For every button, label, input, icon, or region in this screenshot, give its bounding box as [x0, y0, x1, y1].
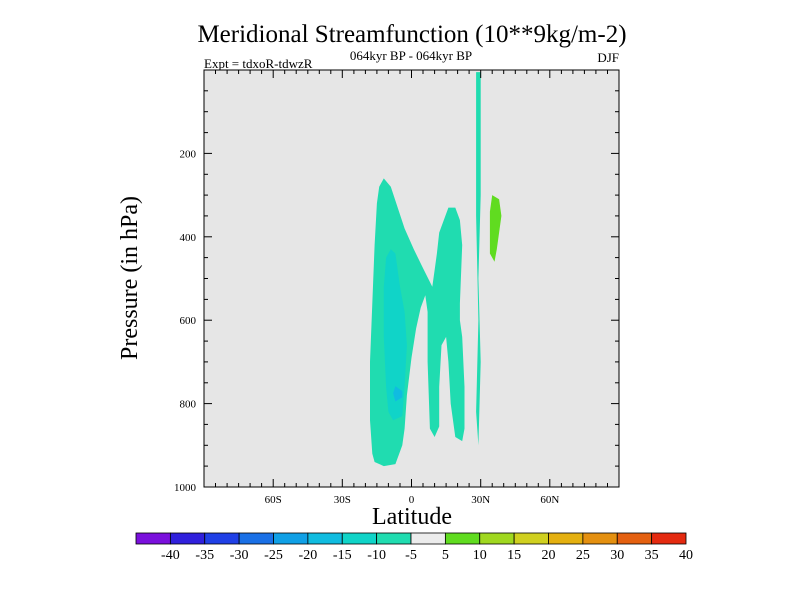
colorbar-swatch: [376, 532, 412, 545]
colorbar-swatch: [341, 532, 378, 545]
colorbar-label: -15: [333, 548, 352, 563]
y-tick-label: 400: [180, 232, 197, 244]
y-tick-label: 800: [180, 399, 197, 411]
colorbar-swatch: [307, 532, 343, 545]
colorbar-swatch: [169, 532, 206, 545]
y-tick-label: 200: [180, 148, 197, 160]
contour-region-4: [489, 195, 502, 262]
chart-subtitle: 064kyr BP - 064kyr BP: [350, 48, 472, 63]
colorbar-swatch: [135, 532, 171, 545]
colorbar-label: 15: [507, 548, 521, 563]
colorbar-swatch: [651, 532, 687, 545]
colorbar-label: 10: [473, 548, 487, 563]
colorbar-swatch: [513, 532, 549, 545]
colorbar-swatch: [479, 532, 515, 545]
contour-region-1: [476, 72, 481, 446]
colorbar-label: -20: [299, 548, 318, 563]
colorbar-swatch: [410, 532, 446, 545]
x-tick-label: 60S: [265, 494, 282, 506]
colorbar-label: 20: [542, 548, 556, 563]
colorbar-swatch: [204, 532, 240, 545]
colorbar-swatch: [616, 532, 653, 545]
x-axis-label: Latitude: [372, 504, 452, 530]
x-tick-label: 30N: [471, 494, 490, 506]
contour-region-3: [393, 386, 403, 402]
colorbar-label: 40: [679, 548, 693, 563]
x-tick-label: 30S: [334, 494, 351, 506]
x-tick-label: 0: [409, 494, 415, 506]
colorbar: -40 -35 -30 -25 -20 -15 -10 -5 5 10 15 20 25 30 35 40: [135, 532, 693, 563]
axis-ticks: [204, 70, 619, 487]
colorbar-swatch: [582, 532, 618, 545]
y-axis-label: Pressure (in hPa): [117, 196, 143, 360]
chart-title: Meridional Streamfunction (10**9kg/m-2): [197, 21, 626, 48]
x-tick-labels: 60S 30S 0 30N 60N: [265, 494, 560, 506]
colorbar-label: -35: [195, 548, 214, 563]
colorbar-label: -40: [161, 548, 180, 563]
plot-area: [203, 69, 620, 488]
contour-region-2: [383, 249, 407, 421]
colorbar-swatch: [238, 532, 274, 545]
y-tick-labels: 200 400 600 800 1000: [174, 148, 197, 494]
colorbar-label: -5: [405, 548, 417, 563]
colorbar-label: 5: [442, 548, 449, 563]
colorbar-swatch: [548, 532, 584, 545]
experiment-label: Expt = tdxoR-tdwzR: [204, 56, 313, 71]
colorbar-swatch: [444, 532, 481, 545]
contour-fills: [370, 72, 502, 467]
y-tick-label: 1000: [174, 482, 197, 494]
x-tick-label: 60N: [540, 494, 559, 506]
season-label: DJF: [597, 50, 619, 65]
colorbar-label: -30: [230, 548, 249, 563]
colorbar-label: 35: [645, 548, 659, 563]
colorbar-label: 30: [610, 548, 624, 563]
colorbar-label: -25: [264, 548, 283, 563]
colorbar-label: -10: [367, 548, 386, 563]
y-tick-label: 600: [180, 315, 197, 327]
colorbar-label: 25: [576, 548, 590, 563]
colorbar-swatch: [273, 532, 309, 545]
